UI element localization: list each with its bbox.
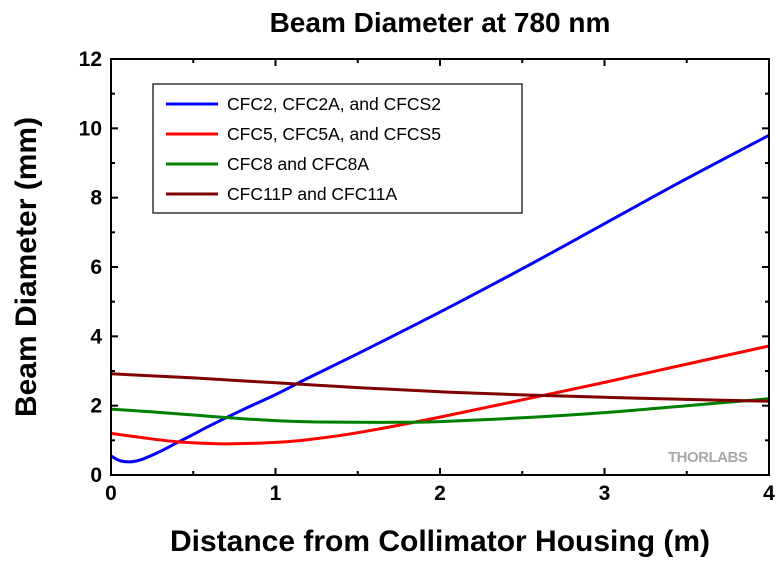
legend-label-1: CFC2, CFC2A, and CFCS2 bbox=[227, 94, 441, 114]
thorlabs-watermark: THORLABS bbox=[668, 449, 748, 466]
legend-label-2: CFC5, CFC5A, and CFCS5 bbox=[227, 124, 441, 144]
y-axis-label: Beam Diameter (mm) bbox=[10, 117, 43, 417]
y-tick-label: 12 bbox=[79, 48, 102, 71]
y-tick-label: 6 bbox=[90, 256, 102, 279]
y-tick-label: 2 bbox=[90, 395, 102, 418]
x-tick-label: 1 bbox=[270, 482, 282, 505]
chart-title: Beam Diameter at 780 nm bbox=[270, 7, 611, 38]
x-tick-label: 4 bbox=[763, 482, 775, 505]
axis-ticks bbox=[110, 58, 770, 476]
y-tick-label: 8 bbox=[90, 187, 102, 210]
legend-label-3: CFC8 and CFC8A bbox=[227, 154, 369, 174]
x-tick-label: 0 bbox=[105, 482, 117, 505]
legend: CFC2, CFC2A, and CFCS2 CFC5, CFC5A, and C… bbox=[152, 83, 523, 214]
y-tick-label: 4 bbox=[90, 325, 102, 348]
y-tick-label: 0 bbox=[90, 464, 102, 487]
plot-series bbox=[110, 133, 770, 464]
series-line-3 bbox=[110, 397, 770, 424]
series-line-2 bbox=[110, 344, 770, 446]
x-axis-label: Distance from Collimator Housing (m) bbox=[170, 525, 710, 558]
series-line-4 bbox=[110, 372, 770, 403]
y-tick-label: 10 bbox=[79, 117, 102, 140]
series-line-1 bbox=[110, 133, 770, 464]
legend-label-4: CFC11P and CFC11A bbox=[227, 184, 398, 204]
x-tick-label: 2 bbox=[434, 482, 446, 505]
x-tick-label: 3 bbox=[599, 482, 611, 505]
